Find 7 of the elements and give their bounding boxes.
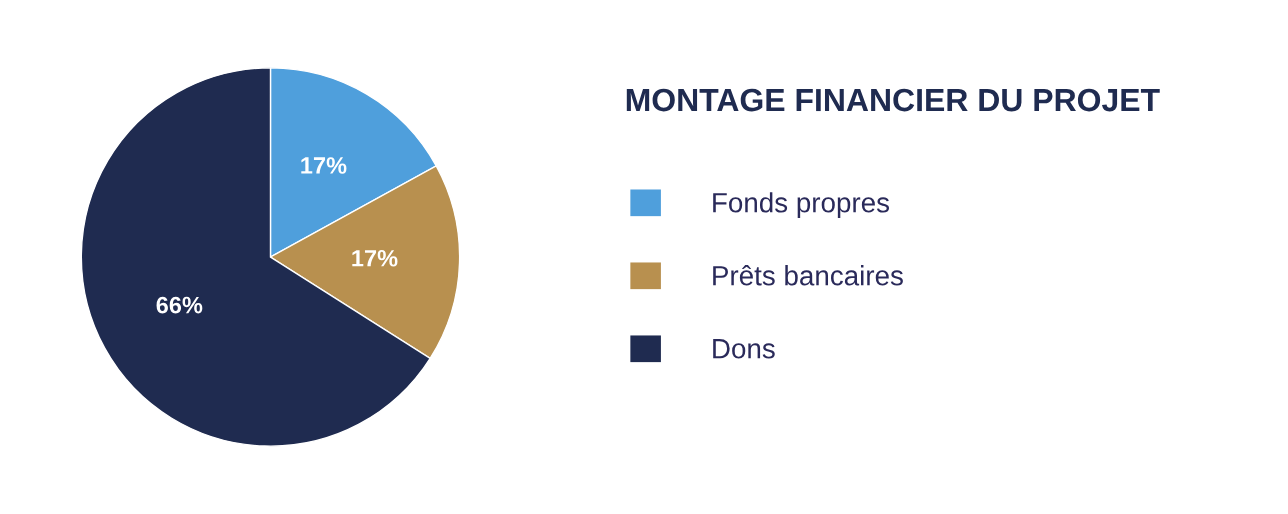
- data-label: 17%: [301, 157, 347, 174]
- legend-label: Dons: [713, 339, 775, 359]
- legend-label: Fonds propres: [713, 192, 890, 219]
- data-label: 66%: [156, 296, 203, 314]
- data-label: 17%: [352, 249, 398, 267]
- legend-label: Prêts bancaires: [713, 265, 903, 286]
- text: MONTAGE FINANCIER DU PROJET: [626, 88, 1160, 112]
